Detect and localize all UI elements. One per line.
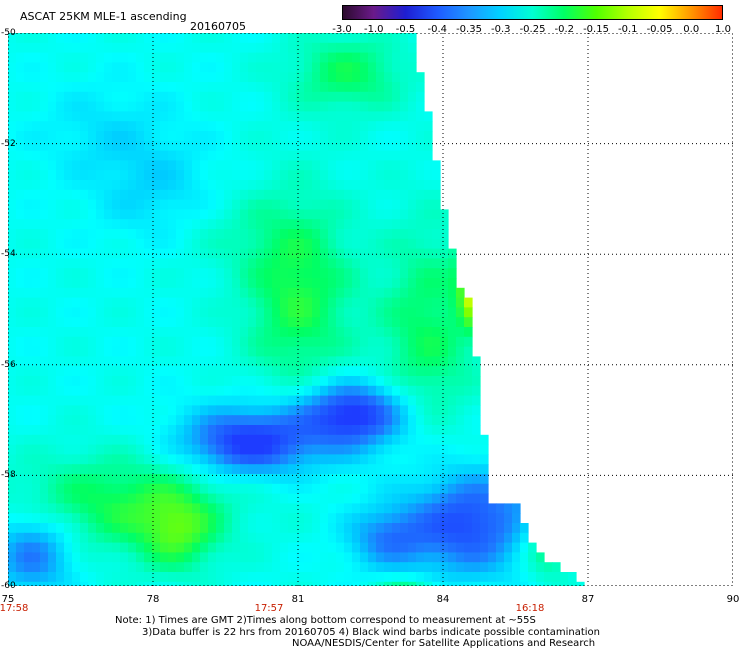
longitude-label: 75 xyxy=(1,594,15,605)
latitude-label: -52 xyxy=(1,138,16,149)
time-label: 17:58 xyxy=(0,603,29,614)
colorbar-tick-label: -0.2 xyxy=(554,24,575,35)
colorbar-tick-label: -0.4 xyxy=(427,24,448,35)
latitude-label: -50 xyxy=(1,28,16,38)
colorbar-tick-label: -0.05 xyxy=(646,24,673,35)
map-date: 20160705 xyxy=(190,20,246,33)
map-grid xyxy=(8,33,733,586)
colorbar-tick-label: -0.25 xyxy=(519,24,546,35)
longitude-label: 87 xyxy=(581,594,595,605)
longitude-label: 78 xyxy=(146,594,160,605)
footer-note-2: 3)Data buffer is 22 hrs from 20160705 4)… xyxy=(142,627,600,638)
colorbar-tick-label: -0.3 xyxy=(490,24,511,35)
colorbar-tick-label: -0.1 xyxy=(617,24,638,35)
colorbar-tick-label: -1.0 xyxy=(363,24,384,35)
colorbar-tick-label: 0.0 xyxy=(683,24,700,35)
colorbar xyxy=(342,5,723,20)
colorbar-tick-label: 1.0 xyxy=(715,24,731,35)
footer-note-1: Note: 1) Times are GMT 2)Times along bot… xyxy=(115,615,536,626)
map-title: ASCAT 25KM MLE-1 ascending xyxy=(20,10,187,23)
colorbar-tick-label: -0.15 xyxy=(583,24,609,35)
time-label: 17:57 xyxy=(254,603,284,614)
colorbar-tick-label: -3.0 xyxy=(332,24,352,35)
longitude-label: 81 xyxy=(291,594,305,605)
longitude-label: 90 xyxy=(726,594,740,605)
latitude-label: -58 xyxy=(1,470,16,481)
footer-credit: NOAA/NESDIS/Center for Satellite Applica… xyxy=(292,638,596,649)
wind-map xyxy=(8,33,733,586)
colorbar-tick-label: -0.5 xyxy=(395,24,416,35)
map-frame xyxy=(8,33,733,586)
latitude-label: -54 xyxy=(1,249,16,260)
longitude-label: 84 xyxy=(436,594,450,605)
time-label: 16:18 xyxy=(515,603,545,614)
latitude-label: -60 xyxy=(1,581,16,591)
colorbar-gradient xyxy=(342,5,723,20)
colorbar-tick-label: -0.35 xyxy=(456,24,482,35)
wind-field xyxy=(8,33,585,586)
latitude-label: -56 xyxy=(1,359,16,370)
